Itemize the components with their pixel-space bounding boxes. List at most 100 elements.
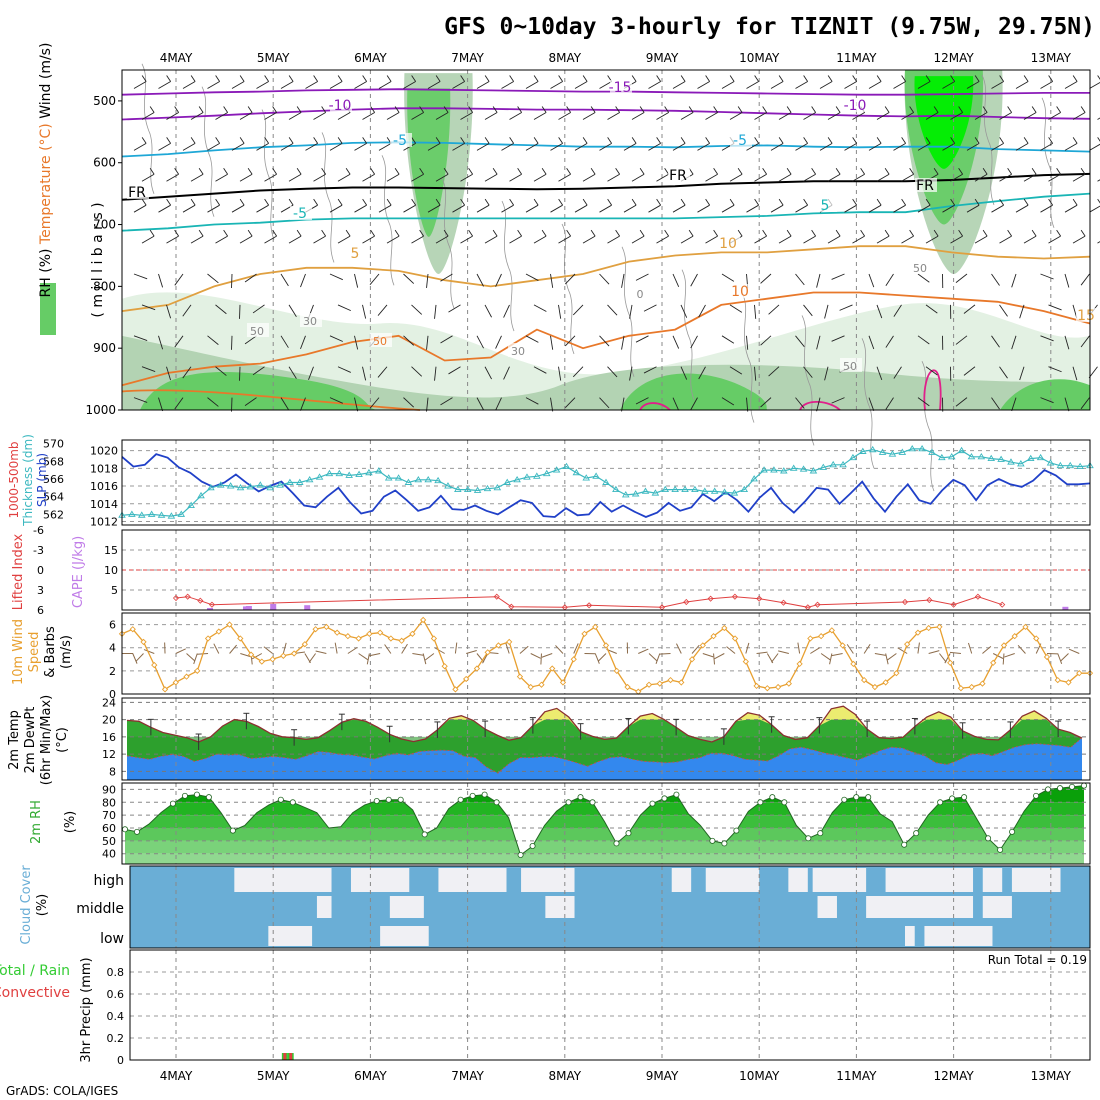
wind-barb-flag: [370, 229, 375, 237]
wind-barb: [672, 204, 686, 213]
cloud-level-label: high: [93, 873, 124, 889]
rh-marker: [517, 852, 524, 859]
wind-barb: [697, 142, 710, 151]
wind-speed-marker: [409, 630, 416, 637]
surface-wind-barb: [263, 646, 273, 654]
cloud-segment: [788, 868, 808, 892]
thickness-marker: [987, 454, 996, 462]
contour-label-bg: [300, 313, 322, 327]
cloud-segment: [866, 896, 974, 918]
panel-ylabel-line: 1000-500mb: [7, 441, 21, 518]
wind-speed-marker: [936, 623, 943, 631]
wind-barb: [955, 397, 968, 407]
wind-speed-marker: [979, 680, 986, 687]
rh-marker: [901, 841, 908, 848]
wind-barb: [252, 366, 265, 376]
date-label-bottom: 9MAY: [646, 1069, 679, 1083]
thickness-marker: [819, 463, 828, 470]
wind-barb: [698, 304, 706, 318]
surface-wind-barb: [885, 653, 889, 665]
thickness-marker: [1046, 459, 1055, 466]
wind-barb-flag: [950, 75, 955, 82]
surface-wind-barb: [308, 653, 317, 663]
wind-barb: [607, 235, 620, 244]
wind-barb-flag: [876, 75, 882, 82]
wind-barb-flag: [754, 198, 759, 206]
wind-barb: [1080, 335, 1090, 348]
thickness-marker: [394, 474, 403, 481]
wind-speed-marker: [376, 629, 384, 636]
wind-barb: [288, 173, 302, 182]
date-label-bottom: 6MAY: [354, 1069, 387, 1083]
wind-barb-flag: [713, 168, 718, 175]
wind-barb: [231, 204, 245, 213]
contour-label: 50: [250, 325, 264, 338]
wind-barb-flag: [149, 106, 155, 113]
wind-tick-label: 0: [109, 688, 116, 701]
wind-barb: [648, 142, 661, 151]
wind-barb: [827, 112, 841, 120]
wind-barb: [435, 235, 449, 244]
wind-barb: [484, 173, 498, 182]
wind-barb: [354, 273, 359, 288]
wind-barb-flag: [566, 229, 571, 237]
rh-marker: [937, 799, 944, 806]
li-tick-label: -6: [33, 524, 44, 537]
wind-speed-marker: [839, 642, 846, 649]
surface-wind-barb: [186, 653, 196, 662]
surface-wind-barb: [251, 653, 263, 660]
wind-barb-flag: [419, 168, 424, 175]
thickness-marker: [898, 448, 907, 455]
date-label-top: 7MAY: [451, 51, 484, 65]
wind-barb: [533, 235, 547, 244]
ylabel-part: Wind (m/s): [38, 43, 54, 124]
contour-label: FR: [128, 185, 146, 201]
wind-barb: [378, 204, 392, 213]
surface-wind-barb: [369, 653, 381, 657]
li-marker: [780, 599, 787, 606]
thickness-tick-label: 570: [43, 438, 64, 451]
wind-barb: [950, 112, 963, 120]
wind-barb-flag: [1023, 75, 1029, 82]
rh-band: [125, 828, 1084, 841]
surface-wind-barb: [594, 653, 600, 664]
wind-barb-flag: [950, 198, 955, 206]
wind-barb: [893, 366, 902, 379]
wind-barb: [231, 81, 245, 89]
wind-barb: [901, 235, 914, 244]
wind-barb-flag: [533, 75, 539, 82]
wind-barb: [582, 235, 596, 244]
panel-ylabel-line: 2m DewPt: [23, 707, 38, 774]
li-marker: [804, 604, 811, 611]
thickness-marker: [177, 510, 186, 517]
wind-barb: [133, 397, 148, 403]
temp-tick-label: 20: [102, 714, 116, 727]
wind-barb: [955, 335, 968, 345]
surface-wind-barb: [713, 653, 716, 665]
isotherm-line: [121, 107, 1091, 121]
wind-barb-flag: [999, 75, 1004, 82]
wind-barb: [288, 235, 302, 244]
wind-barb-flag: [460, 137, 465, 144]
wind-barb: [215, 235, 228, 244]
wind-barb: [329, 273, 343, 281]
wind-barb: [623, 204, 637, 213]
surface-wind-barb: [541, 653, 553, 658]
wind-barb-flag: [974, 137, 980, 144]
wind-barb: [329, 397, 343, 404]
contour-label-bg: [815, 198, 837, 212]
wind-barb: [966, 142, 980, 151]
wind-barb: [648, 204, 661, 213]
wind-speed-marker: [129, 626, 136, 633]
wind-barb: [852, 112, 865, 120]
surface-wind-barb: [401, 643, 408, 654]
wind-speed-marker: [624, 683, 631, 691]
wind-barb: [354, 397, 359, 412]
contour-label-bg: [508, 343, 530, 357]
wind-barb: [280, 142, 294, 151]
cloud-segment: [234, 868, 332, 892]
wind-barb-flag: [590, 229, 596, 237]
wind-barb: [729, 112, 743, 120]
wind-barb-flag: [1007, 229, 1012, 237]
wind-barb: [974, 173, 988, 182]
